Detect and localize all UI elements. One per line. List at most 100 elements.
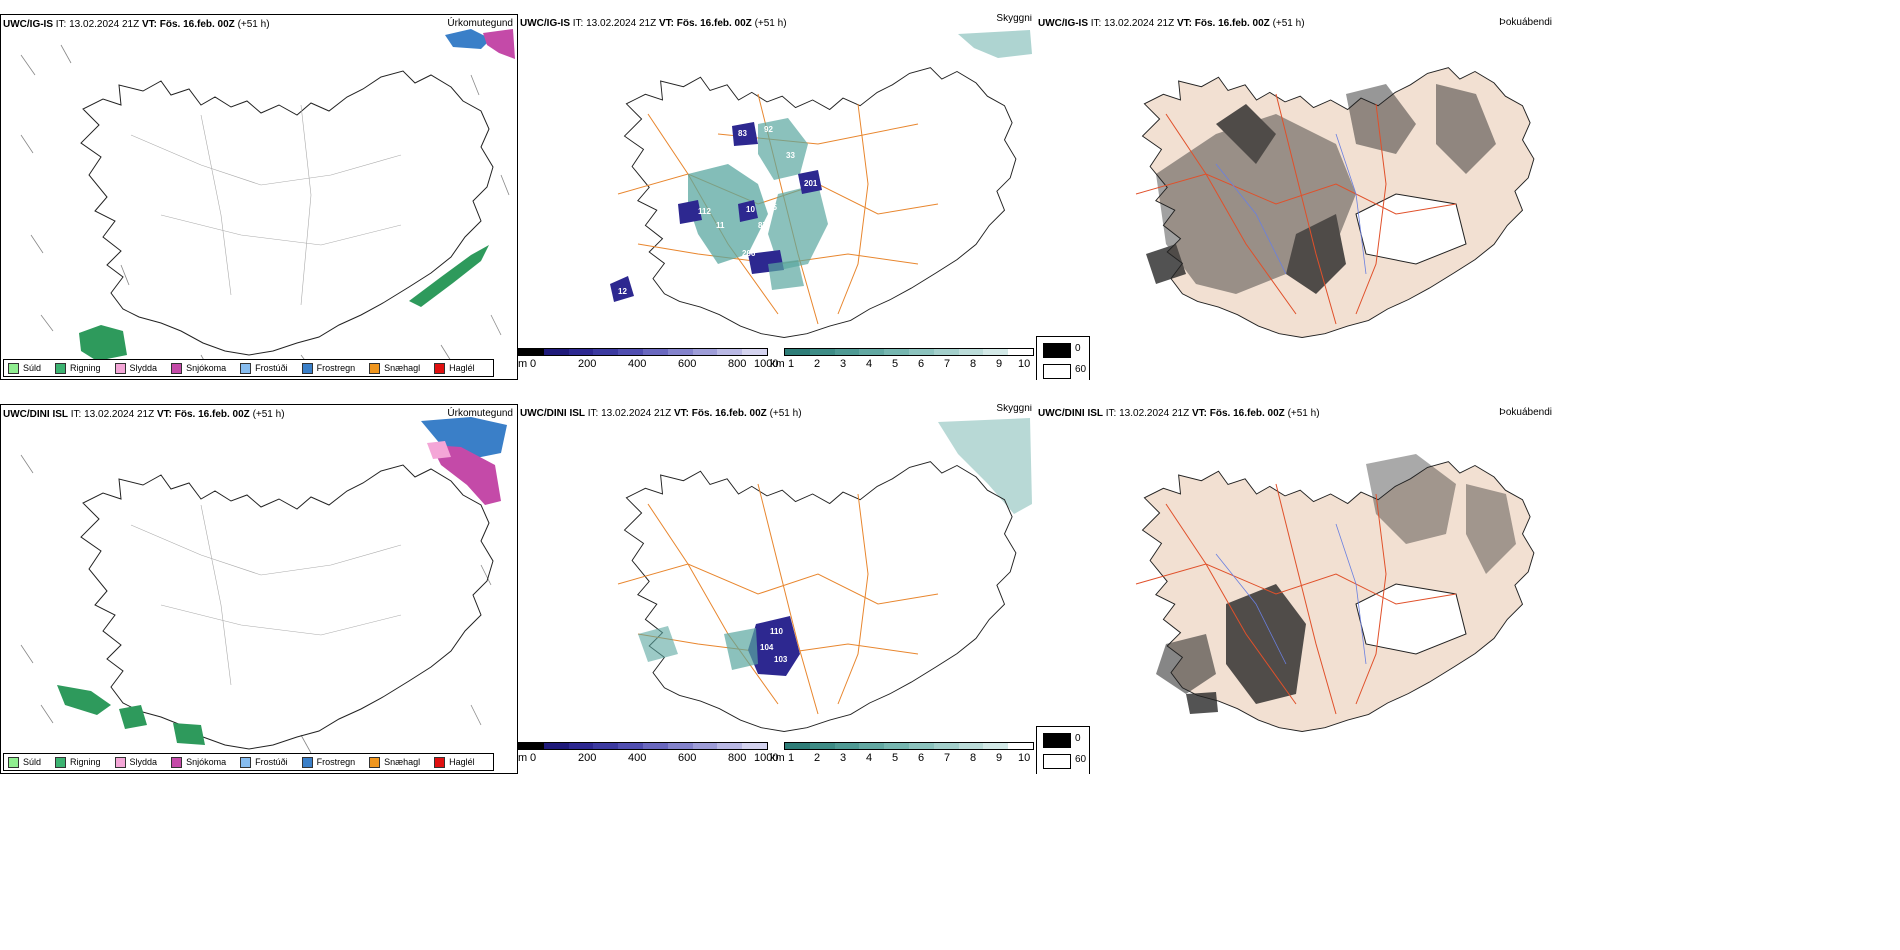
legend-label: Súld	[23, 363, 42, 373]
model-name: UWC/IG-IS	[3, 19, 53, 30]
cb-swatch	[692, 349, 718, 355]
vis-unit: km	[770, 358, 785, 370]
model-name: UWC/DINI ISL	[520, 408, 585, 419]
cb-swatch	[593, 349, 619, 355]
legend-item: Súld	[8, 756, 41, 768]
vis-swatch	[1008, 743, 1033, 749]
it-value: 13.02.2024 21Z	[586, 18, 657, 29]
fog-legend: 0 60	[1036, 336, 1090, 380]
vis-tick: 3	[840, 752, 847, 764]
cloud-cells	[610, 118, 828, 302]
legend-item: Rigning	[55, 756, 101, 768]
panel-header: UWC/IG-IS IT: 13.02.2024 21Z VT: Fös. 16…	[520, 18, 787, 29]
cloud-visibility-colorbars: m 0 200 400 600 800 1000 km 1 2 3 4 5 6 …	[518, 742, 1036, 768]
model-name: UWC/DINI ISL	[1038, 408, 1103, 419]
legend-item: Haglél	[434, 756, 475, 768]
vt-value: Fös. 16.feb. 00Z	[159, 19, 235, 30]
vis-swatch	[884, 349, 909, 355]
cb-tick: 1000	[754, 752, 779, 764]
cb-tick: 200	[578, 358, 597, 370]
cloud-base-panel-bottom: 110 104 103 UWC/DINI ISL IT: 13.02.2024 …	[518, 404, 1036, 774]
it-label: IT:	[587, 408, 599, 419]
fog-legend-swatch	[1043, 754, 1071, 769]
vis-tick: 4	[866, 358, 873, 370]
cb-tick: 600	[678, 752, 697, 764]
cb-tick: 1000	[754, 358, 779, 370]
snjokoma-area-ne-bottom	[431, 445, 501, 505]
fog-legend-swatch	[1043, 364, 1071, 379]
lead-time: (+51 h)	[769, 408, 802, 419]
vis-tick: 8	[970, 752, 977, 764]
vis-swatch	[809, 743, 835, 749]
cloud-label: 87	[758, 221, 767, 230]
vis-swatch	[1008, 349, 1033, 355]
vt-label: VT:	[156, 409, 172, 420]
legend-item: Snjókoma	[171, 756, 227, 768]
legend-label: Frostúði	[255, 363, 288, 373]
legend-item: Slydda	[114, 362, 157, 374]
cloud-label: 103	[774, 655, 788, 664]
legend-swatch	[55, 362, 67, 374]
cloud-visibility-colorbars: m 0 200 400 600 800 1000 km 1 2 3 4 5 6 …	[518, 348, 1036, 374]
vt-label: VT:	[658, 18, 674, 29]
precip-type-panel-bottom: UWC/DINI ISL IT: 13.02.2024 21Z VT: Fös.…	[0, 404, 518, 774]
panel-header: UWC/IG-IS IT: 13.02.2024 21Z VT: Fös. 16…	[1038, 18, 1305, 29]
precip-map-bottom	[20, 417, 507, 754]
panel-title: Skyggni	[996, 404, 1032, 414]
legend-label: Snjókoma	[186, 757, 227, 767]
cb-swatch	[642, 349, 668, 355]
cloud-base-colorbar	[518, 348, 768, 356]
legend-item: Frostúði	[240, 756, 288, 768]
vis-swatch	[809, 349, 835, 355]
legend-item: Frostregn	[301, 362, 355, 374]
cloud-label: 33	[710, 159, 719, 168]
rain-area-south-1	[57, 685, 111, 715]
fog-map-bottom	[1135, 454, 1535, 732]
vis-unit: km	[770, 752, 785, 764]
legend-swatch	[369, 362, 381, 374]
precip-type-panel-top: UWC/IG-IS IT: 13.02.2024 21Z VT: Fös. 16…	[0, 14, 518, 380]
cb-swatch	[642, 743, 668, 749]
model-name: UWC/IG-IS	[520, 18, 570, 29]
vis-tick: 7	[944, 752, 951, 764]
it-value: 13.02.2024 21Z	[1104, 18, 1175, 29]
cb-swatch	[742, 743, 767, 749]
it-label: IT:	[70, 409, 82, 420]
cb-swatch	[519, 349, 544, 355]
legend-swatch	[8, 362, 19, 374]
legend-label: Rigning	[70, 363, 101, 373]
cb-swatch	[618, 349, 643, 355]
legend-swatch	[114, 362, 126, 374]
rain-area-south-2	[119, 705, 147, 729]
legend-swatch	[369, 756, 381, 768]
legend-label: Frostregn	[316, 757, 356, 767]
legend-item: Frostregn	[301, 756, 356, 768]
vis-tick: 5	[892, 358, 899, 370]
legend-item: Frostúði	[240, 362, 288, 374]
cb-swatch	[543, 743, 569, 749]
vis-tick: 2	[814, 358, 821, 370]
cb-tick: 0	[530, 358, 537, 370]
legend-swatch	[171, 756, 183, 768]
legend-swatch	[301, 756, 313, 768]
legend-swatch	[434, 362, 446, 374]
legend-swatch	[171, 362, 183, 374]
fog-legend-swatch	[1043, 343, 1071, 358]
cb-swatch	[618, 743, 643, 749]
legend-item: Snæhagl	[369, 756, 420, 768]
model-name: UWC/DINI ISL	[3, 409, 68, 420]
rain-area-south-3	[173, 723, 205, 745]
cb-swatch	[742, 349, 767, 355]
vt-value: Fös. 16.feb. 00Z	[174, 409, 250, 420]
vt-value: Fös. 16.feb. 00Z	[691, 408, 767, 419]
vis-tick: 5	[892, 752, 899, 764]
fog-legend-swatch	[1043, 733, 1071, 748]
cloud-label: 95	[768, 203, 777, 212]
panel-title: Þokuábendi	[1499, 17, 1552, 28]
cloud-base-colorbar	[518, 742, 768, 750]
cb-tick: 400	[628, 752, 647, 764]
cloud-label: 33	[786, 151, 795, 160]
vis-swatch	[785, 743, 810, 749]
legend-item: Rigning	[55, 362, 101, 374]
panel-title: Þokuábendi	[1499, 407, 1552, 418]
